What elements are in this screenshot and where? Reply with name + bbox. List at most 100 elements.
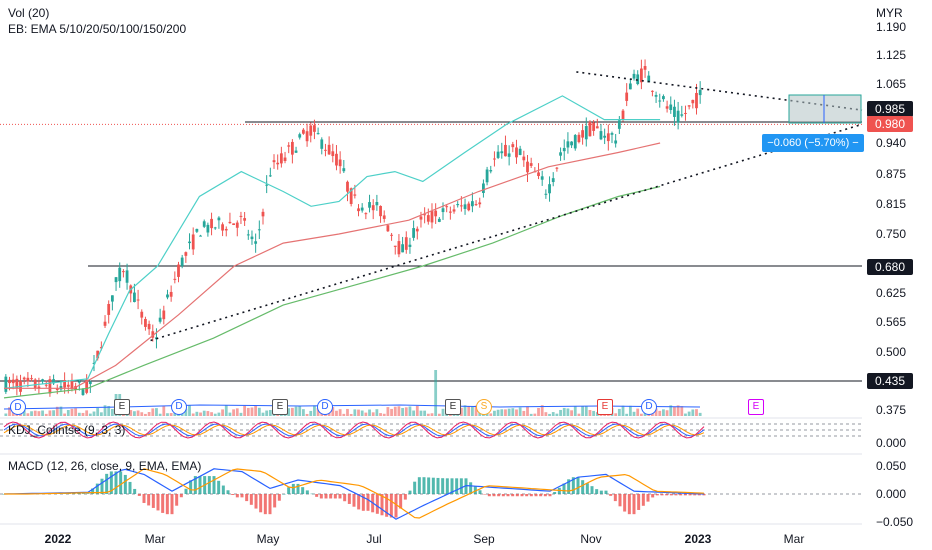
candle-body bbox=[368, 202, 371, 208]
macd-histogram-bar bbox=[287, 487, 291, 494]
event-marker-split[interactable]: S bbox=[476, 399, 492, 415]
candle-body bbox=[353, 194, 357, 196]
volume-bar bbox=[239, 412, 243, 416]
candle-body bbox=[676, 110, 680, 123]
kdj-j-line bbox=[3, 421, 705, 439]
volume-bar bbox=[210, 412, 213, 416]
volume-bar bbox=[665, 410, 669, 416]
volume-bar bbox=[548, 413, 551, 416]
candle-body bbox=[434, 210, 438, 217]
macd-histogram-bar bbox=[450, 478, 454, 494]
macd-histogram-bar bbox=[212, 476, 216, 494]
candle-body bbox=[489, 170, 493, 172]
candle-body bbox=[364, 213, 368, 215]
candle-body bbox=[412, 228, 416, 238]
candle-body bbox=[4, 376, 8, 392]
candle-body bbox=[559, 152, 562, 156]
macd-histogram-bar bbox=[137, 494, 141, 496]
event-marker-dividend[interactable]: D bbox=[317, 399, 333, 415]
volume-bar bbox=[103, 405, 107, 416]
candle-body bbox=[537, 172, 540, 177]
event-marker-earnings[interactable]: E bbox=[597, 399, 613, 415]
volume-bar bbox=[654, 408, 658, 416]
candle-body bbox=[52, 379, 55, 384]
volume-bar bbox=[658, 410, 662, 416]
macd-histogram-bar bbox=[487, 494, 491, 497]
volume-bar bbox=[265, 410, 269, 416]
volume-bar bbox=[379, 413, 382, 416]
volume-bar bbox=[335, 410, 338, 416]
volume-bar bbox=[404, 407, 408, 416]
event-marker-dividend[interactable]: D bbox=[641, 399, 657, 415]
measure-box bbox=[788, 94, 862, 124]
macd-histogram-bar bbox=[100, 478, 104, 494]
x-axis-tick-label: Nov bbox=[580, 532, 601, 546]
candle-body bbox=[515, 147, 518, 158]
volume-bar bbox=[151, 408, 155, 416]
candle-body bbox=[504, 144, 507, 157]
kdj-y-tick-label: 0.000 bbox=[876, 436, 906, 450]
macd-histogram-bar bbox=[408, 490, 412, 494]
event-marker-earnings[interactable]: E bbox=[445, 399, 461, 415]
macd-indicator-label[interactable]: MACD (12, 26, close, 9, EMA, EMA) bbox=[8, 459, 202, 473]
volume-bar bbox=[426, 413, 430, 416]
candle-body bbox=[217, 217, 221, 221]
event-marker-earnings[interactable]: E bbox=[272, 399, 288, 415]
volume-bar bbox=[662, 409, 665, 416]
macd-histogram-bar bbox=[567, 479, 571, 494]
y-axis-tick-label: 0.750 bbox=[876, 227, 906, 241]
macd-histogram-bar bbox=[263, 494, 267, 515]
candle-body bbox=[309, 125, 313, 136]
macd-histogram-bar bbox=[165, 494, 169, 515]
candle-body bbox=[426, 215, 430, 222]
candle-body bbox=[254, 241, 258, 244]
volume-bar bbox=[390, 408, 393, 416]
macd-histogram-bar bbox=[105, 473, 109, 494]
volume-bar bbox=[147, 412, 151, 416]
volume-bar bbox=[202, 410, 206, 416]
volume-bar bbox=[470, 406, 474, 416]
x-axis-tick-label: 2022 bbox=[45, 532, 72, 546]
candle-body bbox=[357, 208, 360, 212]
macd-histogram-bar bbox=[655, 494, 659, 496]
macd-histogram-bar bbox=[352, 494, 356, 507]
event-marker-dividend[interactable]: D bbox=[171, 399, 187, 415]
candle-body bbox=[305, 131, 309, 142]
volume-bar bbox=[632, 411, 636, 416]
volume-bar bbox=[191, 413, 195, 416]
candle-body bbox=[55, 387, 59, 391]
macd-histogram-bar bbox=[548, 494, 552, 497]
candle-body bbox=[202, 221, 206, 227]
volume-bar bbox=[250, 407, 254, 416]
candle-body bbox=[493, 158, 496, 160]
candle-body bbox=[500, 151, 504, 154]
candle-body bbox=[544, 193, 548, 195]
volume-indicator-label[interactable]: Vol (20) bbox=[8, 6, 50, 20]
macd-histogram-bar bbox=[497, 494, 501, 497]
event-marker-earnings[interactable]: E bbox=[748, 399, 764, 415]
candle-body bbox=[386, 225, 390, 232]
candle-body bbox=[551, 178, 555, 183]
candle-body bbox=[92, 362, 96, 364]
macd-histogram-bar bbox=[123, 474, 127, 494]
candle-body bbox=[507, 153, 511, 157]
macd-histogram-bar bbox=[413, 481, 417, 494]
macd-histogram-bar bbox=[399, 494, 403, 509]
candle-body bbox=[456, 204, 460, 206]
event-marker-dividend[interactable]: D bbox=[10, 399, 26, 415]
volume-bar bbox=[511, 408, 515, 416]
volume-bar bbox=[544, 412, 548, 416]
kdj-indicator-label[interactable]: KDJ_Colintse (9, 3, 3) bbox=[8, 423, 126, 437]
ema-indicator-label[interactable]: EB: EMA 5/10/20/50/100/150/200 bbox=[8, 22, 187, 36]
macd-histogram-bar bbox=[273, 494, 277, 508]
event-marker-earnings[interactable]: E bbox=[114, 399, 130, 415]
volume-bar bbox=[294, 406, 298, 416]
macd-histogram-bar bbox=[277, 494, 281, 501]
measure-label[interactable]: −0.060 (−5.70%) − bbox=[762, 134, 864, 152]
volume-bar bbox=[342, 413, 346, 416]
macd-histogram-bar bbox=[515, 494, 519, 497]
volume-bar bbox=[691, 409, 695, 416]
candle-body bbox=[581, 130, 585, 138]
candle-body bbox=[246, 234, 250, 236]
